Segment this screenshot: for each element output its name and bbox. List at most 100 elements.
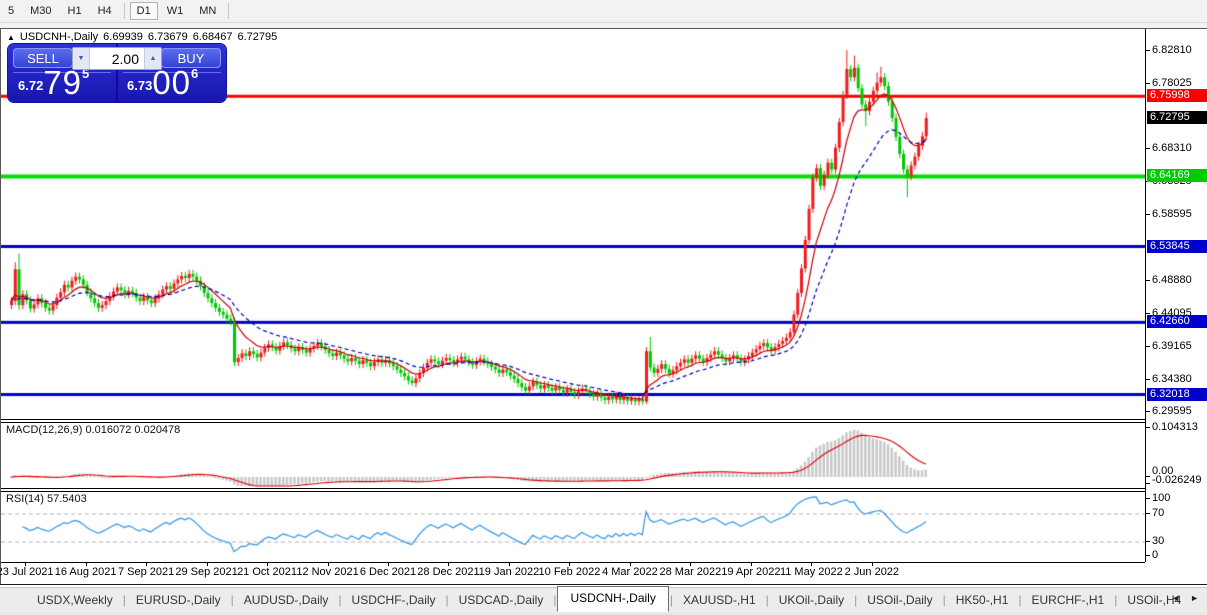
price-tick-mark xyxy=(1146,410,1150,412)
price-tick-mark xyxy=(1146,50,1150,52)
sell-underline xyxy=(13,72,111,73)
price-tick-label: 6.68310 xyxy=(1152,142,1192,155)
date-tick-mark xyxy=(811,562,813,566)
date-label: 28 Dec 2021 xyxy=(417,566,480,578)
timeframe-mn[interactable]: MN xyxy=(199,5,217,17)
tab-usdchf-daily[interactable]: USDCHF-,Daily xyxy=(351,593,436,607)
date-tick-mark xyxy=(629,562,631,566)
price-tick-mark xyxy=(1146,148,1150,150)
price-tick-mark xyxy=(1146,280,1150,282)
tab-hk50-h1[interactable]: HK50-,H1 xyxy=(955,593,1009,607)
tab-divider: | xyxy=(1018,593,1022,607)
date-tick-mark xyxy=(85,562,87,566)
macd-tick-mark xyxy=(1146,476,1150,477)
timeframe-m30[interactable]: M30 xyxy=(30,5,52,17)
timeframe-d1[interactable]: D1 xyxy=(129,2,158,20)
date-label: 16 Aug 2021 xyxy=(54,566,117,578)
timeframe-h1[interactable]: H1 xyxy=(67,5,82,17)
tab-audusd-daily[interactable]: AUDUSD-,Daily xyxy=(243,593,329,607)
toolbar-divider xyxy=(228,3,230,19)
tab-divider: | xyxy=(230,593,234,607)
sell-price-big: 79 xyxy=(43,64,83,101)
chart-window-left-border xyxy=(0,28,1,584)
tab-divider: | xyxy=(338,593,342,607)
date-tick-mark xyxy=(388,562,389,566)
date-label: 4 Mar 2022 xyxy=(602,566,658,578)
tab-scroll-right-icon[interactable]: ► xyxy=(1190,593,1199,603)
rsi-tick-mark xyxy=(1146,555,1150,556)
volume-input[interactable]: 2.00 xyxy=(111,51,139,67)
volume-increase-icon[interactable]: ▲ xyxy=(144,48,161,69)
date-label: 29 Sep 2021 xyxy=(175,566,238,578)
tab-ukoil-daily[interactable]: UKOil-,Daily xyxy=(778,593,845,607)
buy-button[interactable]: BUY xyxy=(161,48,221,68)
buy-price-small: 6.73 xyxy=(127,78,153,93)
tab-usdcad-daily[interactable]: USDCAD-,Daily xyxy=(458,593,544,607)
date-tick-mark xyxy=(750,562,752,566)
tab-divider: | xyxy=(122,593,126,607)
collapse-chart-icon[interactable]: ▲ xyxy=(7,32,15,42)
ohlc-low: 6.68467 xyxy=(192,31,233,43)
date-tick-mark xyxy=(448,562,450,566)
tab-scroll-left-icon[interactable]: ◄ xyxy=(1171,593,1181,603)
macd-label: MACD(12,26,9) 0.016072 0.020478 xyxy=(6,424,181,436)
tab-usdx-weekly[interactable]: USDX,Weekly xyxy=(37,593,113,607)
date-tick-mark xyxy=(267,562,269,566)
rsi-tick-mark xyxy=(1146,498,1150,499)
ohlc-close: 6.72795 xyxy=(237,31,278,43)
price-tick-label: 6.58595 xyxy=(1152,208,1192,221)
rsi-tick-label: 100 xyxy=(1152,492,1171,504)
sell-price-display[interactable]: 6.72 79 5 xyxy=(18,64,90,101)
macd-tick-label: 0.00 xyxy=(1152,465,1174,477)
tab-usoil-h4[interactable]: USOil-,H4 xyxy=(1127,593,1182,607)
volume-stepper[interactable]: ▼ 2.00 ▲ xyxy=(72,47,162,70)
tab-usoil-daily[interactable]: USOil-,Daily xyxy=(867,593,933,607)
buy-price-display[interactable]: 6.73 00 6 xyxy=(127,66,198,99)
price-tick-mark xyxy=(1146,378,1150,380)
macd-indicator-panel[interactable] xyxy=(1,422,1145,489)
date-tick-mark xyxy=(690,562,692,566)
price-level-badge: 6.32018 xyxy=(1147,387,1207,401)
chart-window-top-border xyxy=(0,28,1207,29)
tab-xauusd-h1[interactable]: XAUUSD-,H1 xyxy=(682,593,756,607)
volume-decrease-icon[interactable]: ▼ xyxy=(73,48,90,69)
date-label: 19 Jan 2022 xyxy=(478,566,540,578)
price-level-badge: 6.64169 xyxy=(1147,169,1207,183)
window-gap xyxy=(0,23,1207,28)
price-tick-mark xyxy=(1146,346,1150,348)
tab-usdcnh-daily[interactable]: USDCNH-,Daily xyxy=(557,586,669,612)
tab-eurusd-daily[interactable]: EURUSD-,Daily xyxy=(135,593,221,607)
price-tick-label: 6.34380 xyxy=(1152,372,1192,385)
buy-underline xyxy=(123,72,221,73)
rsi-tick-mark xyxy=(1146,541,1150,542)
window-bottom-border xyxy=(0,584,1207,585)
sell-price-small: 6.72 xyxy=(18,78,44,93)
sell-price-sup: 5 xyxy=(82,66,90,81)
rsi-indicator-panel[interactable] xyxy=(1,491,1145,563)
macd-tick-mark xyxy=(1146,483,1150,484)
timeframe-5[interactable]: 5 xyxy=(8,5,15,17)
price-tick-mark xyxy=(1146,214,1150,216)
tab-eurchf-h1[interactable]: EURCHF-,H1 xyxy=(1031,593,1105,607)
price-tick-label: 6.78025 xyxy=(1152,76,1192,89)
chart-symbol-title: USDCNH-,Daily xyxy=(19,31,99,43)
price-axis-separator xyxy=(1145,29,1146,562)
date-tick-mark xyxy=(508,562,510,566)
price-tick-mark xyxy=(1146,312,1150,314)
rsi-tick-mark xyxy=(1146,513,1150,514)
date-tick-mark xyxy=(327,562,329,566)
price-tick-mark xyxy=(1146,82,1150,84)
timeframe-w1[interactable]: W1 xyxy=(166,5,184,17)
tab-divider: | xyxy=(942,593,946,607)
timeframe-h4[interactable]: H4 xyxy=(97,5,112,17)
rsi-tick-label: 0 xyxy=(1152,549,1159,561)
timeframe-bar: 5 M30 H1 H4 D1 W1 MN xyxy=(0,0,1207,23)
price-tick-label: 6.39165 xyxy=(1152,340,1192,353)
tab-divider: | xyxy=(669,593,673,607)
status-strip xyxy=(0,612,1207,615)
ohlc-high: 6.73679 xyxy=(147,31,188,43)
date-label: 10 Feb 2022 xyxy=(538,566,601,578)
sell-button[interactable]: SELL xyxy=(13,48,73,68)
main-price-chart[interactable] xyxy=(1,30,1145,420)
date-label: 19 Apr 2022 xyxy=(721,566,781,578)
